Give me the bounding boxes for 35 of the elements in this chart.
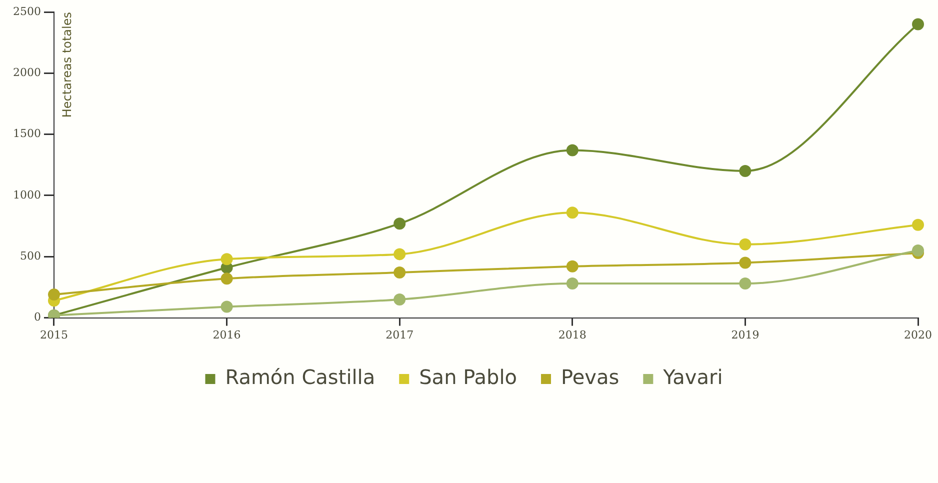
point [566,278,578,290]
point [394,293,406,306]
x-tick-label: 2020 [904,328,932,342]
y-tick-label: 2000 [12,66,41,80]
point [739,256,752,269]
x-tick-label: 2016 [212,328,241,342]
legend-label: Pevas [561,365,620,390]
point [566,144,578,156]
y-tick-label: 0 [34,310,41,324]
y-tick-label: 1000 [12,188,41,202]
point [394,218,406,230]
point [394,248,406,260]
point [912,18,924,30]
y-tick-label: 500 [20,250,41,262]
y-tick-label: 1500 [12,127,41,140]
point [739,278,752,290]
point [48,288,60,301]
x-tick-label: 2017 [386,328,414,342]
point [220,300,233,313]
point [566,206,578,219]
y-axis-title: Hectareas totales [60,12,74,118]
point [739,238,752,250]
point [739,165,752,178]
x-tick-label: 2015 [40,328,68,342]
legend-label: San Pablo [419,365,518,390]
point [220,253,233,266]
x-tick-label: 2018 [558,328,586,342]
point [220,272,233,285]
y-tick-label: 2500 [12,4,41,18]
point [566,260,578,272]
point [394,266,406,279]
x-tick-label: 2019 [731,328,760,342]
legend-label: Ramón Castilla [225,365,376,390]
legend-label: Yavari [662,365,723,390]
point [912,218,924,231]
